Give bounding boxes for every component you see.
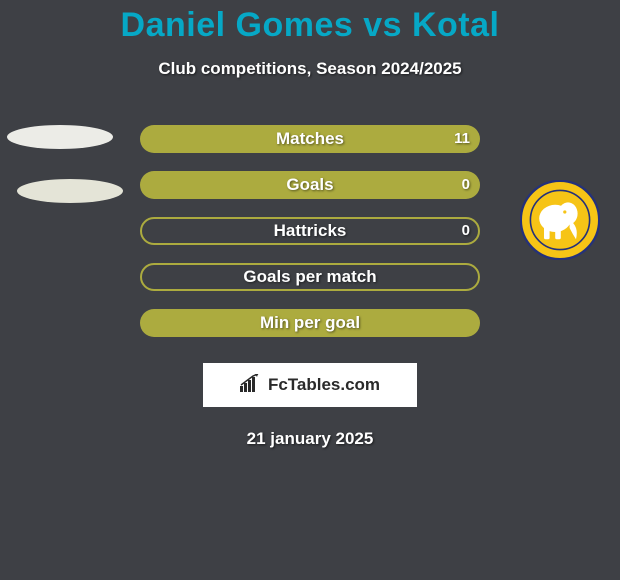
fctables-badge: FcTables.com (203, 363, 417, 407)
stat-label: Min per goal (140, 309, 480, 337)
player-ellipse (17, 179, 123, 203)
stat-label: Goals per match (140, 263, 480, 291)
date-text: 21 january 2025 (0, 429, 620, 449)
stat-row: Min per goal (0, 309, 620, 355)
stat-row: Goals per match (0, 263, 620, 309)
page-title: Daniel Gomes vs Kotal (0, 0, 620, 45)
fctables-bars-icon (240, 374, 262, 397)
stat-value: 0 (462, 217, 470, 245)
stat-label: Goals (140, 171, 480, 199)
stat-value: 0 (462, 171, 470, 199)
stat-label: Matches (140, 125, 480, 153)
stat-label: Hattricks (140, 217, 480, 245)
club-logo-kerala-blasters (520, 180, 600, 260)
player-ellipse (7, 125, 113, 149)
page-subtitle: Club competitions, Season 2024/2025 (0, 59, 620, 79)
fctables-text: FcTables.com (268, 375, 380, 395)
stat-value: 11 (454, 125, 470, 153)
